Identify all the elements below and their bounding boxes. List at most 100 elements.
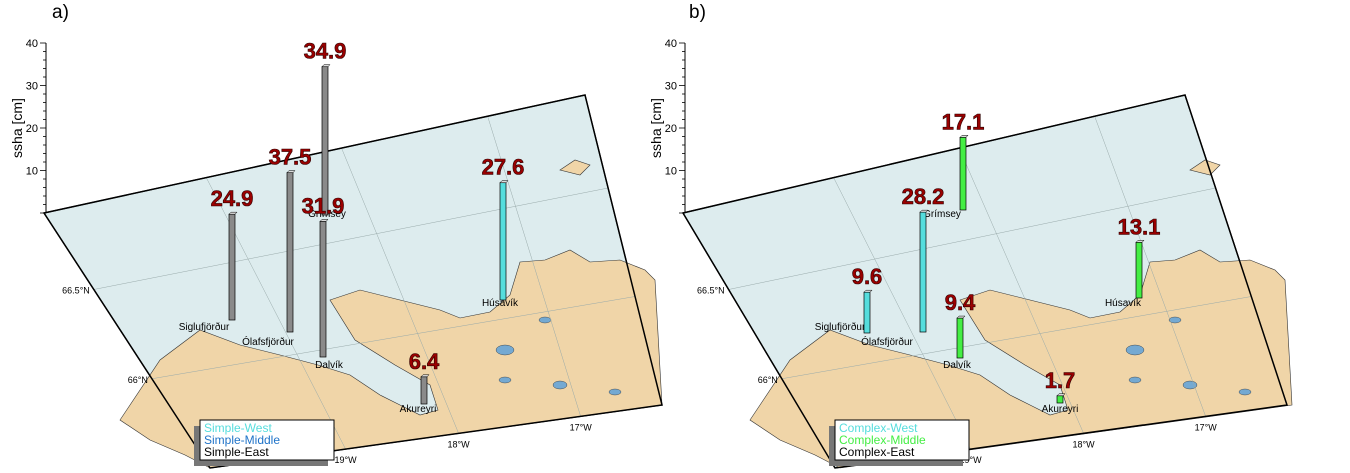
lake-4	[498, 376, 512, 384]
bar	[959, 136, 967, 211]
place-label: Húsavík	[1105, 298, 1142, 309]
bar	[956, 317, 964, 359]
data-label: 34.9	[304, 39, 347, 64]
y-tick-label: 40	[665, 38, 677, 50]
legend-entry: Simple-East	[204, 445, 269, 459]
chart-b: 10 20 30 40 ssha [cm] 66.5°N 66°N 19°W 18°W 17°W S…	[648, 38, 1293, 469]
place-label: Akureyri	[400, 404, 437, 415]
y-tick-label: 20	[26, 123, 38, 135]
bar	[499, 182, 507, 301]
panel-a: a) 10 20 30 40 ssha [cm] 66.5°N 66°N 19°W 18°W 17…	[9, 2, 663, 469]
legend-entry: Complex-West	[839, 421, 918, 435]
bar-top	[319, 219, 329, 222]
data-label: 13.1	[1118, 214, 1161, 239]
bar-top	[956, 315, 966, 319]
lake-2	[1168, 316, 1182, 324]
legend-box	[834, 419, 970, 461]
place-label: Siglufjörður	[815, 321, 866, 333]
land-0	[119, 249, 663, 469]
lon-label: 17°W	[1195, 422, 1218, 432]
lake-3	[608, 388, 622, 396]
lat-line-1	[151, 296, 636, 379]
data-label: 17.1	[942, 109, 985, 134]
lon-line-0	[833, 177, 971, 450]
y-tick-label: 30	[26, 81, 38, 93]
bar	[919, 211, 927, 333]
land-0	[749, 249, 1293, 469]
place-label: Akureyri	[1042, 404, 1079, 415]
bar-top	[919, 209, 929, 213]
bar-top	[499, 180, 509, 183]
land-1	[559, 159, 591, 176]
lat-line-1	[781, 296, 1252, 379]
bar	[1056, 395, 1064, 404]
y-tick-label: 30	[665, 81, 677, 93]
data-label: 6.4	[409, 349, 440, 374]
data-label: 9.4	[945, 290, 976, 315]
bar	[420, 376, 428, 405]
place-label: Húsavík	[482, 298, 519, 309]
lat-label: 66.5°N	[697, 286, 725, 296]
land-1	[1189, 159, 1221, 176]
lat-label: 66°N	[128, 375, 148, 385]
map-frame	[681, 94, 1288, 469]
lake-2	[538, 316, 552, 324]
y-tick-label: 10	[26, 166, 38, 178]
data-label: 28.2	[902, 184, 945, 209]
y-axis-label: ssha [cm]	[648, 98, 664, 158]
lon-line-2	[487, 116, 581, 417]
lon-line-1	[958, 148, 1084, 434]
place-label: Ólafsfjörður	[242, 335, 294, 348]
lon-label: 18°W	[448, 439, 471, 449]
bar	[319, 221, 327, 358]
map-frame	[42, 94, 663, 469]
lake-4	[1128, 376, 1142, 384]
legend-entry: Complex-East	[839, 445, 915, 459]
legend-box	[199, 419, 335, 461]
data-label: 24.9	[211, 186, 254, 211]
panel-letter-b: b)	[689, 2, 706, 23]
lake-0	[495, 344, 515, 356]
lat-label: 66.5°N	[62, 286, 90, 296]
bar-top	[959, 135, 969, 138]
bar-top	[321, 64, 331, 67]
y-tick-label: 20	[665, 123, 677, 135]
data-label: 27.6	[482, 155, 525, 180]
legend-entry: Simple-West	[204, 421, 272, 435]
lat-line-0	[728, 187, 1216, 290]
bar-top	[863, 289, 873, 293]
lon-line-1	[341, 148, 459, 434]
place-label: Grímsey	[923, 209, 961, 220]
lat-label: 66°N	[758, 375, 778, 385]
bar-top	[286, 170, 296, 173]
place-label: Dalvík	[315, 360, 344, 371]
data-label: 1.7	[1045, 368, 1076, 393]
lon-label: 19°W	[335, 455, 358, 465]
lon-line-2	[1094, 116, 1206, 417]
bar	[228, 213, 236, 321]
bar-top	[420, 374, 430, 378]
bar-top	[1056, 393, 1066, 397]
data-label: 37.5	[269, 145, 312, 170]
bar	[1135, 241, 1143, 299]
lat-line-0	[93, 187, 609, 290]
lake-1	[552, 380, 568, 390]
legend-entry: Complex-Middle	[839, 433, 926, 447]
place-label: Siglufjörður	[179, 321, 230, 333]
bar-top	[228, 211, 238, 215]
lake-3	[1238, 388, 1252, 396]
lon-label: 17°W	[570, 422, 593, 432]
y-tick-label: 10	[665, 166, 677, 178]
y-tick-label: 40	[26, 38, 38, 50]
panel-b: b) 10 20 30 40 ssha [cm] 66.5°N 66°N 19°W 18°W 17…	[648, 0, 1350, 473]
bar	[286, 172, 294, 333]
lake-0	[1125, 344, 1145, 356]
data-label: 9.6	[852, 264, 883, 289]
legend-entry: Simple-Middle	[204, 433, 280, 447]
place-label: Dalvík	[943, 360, 972, 371]
panel-letter-a: a)	[52, 2, 69, 23]
data-label: 31.9	[302, 193, 345, 218]
y-axis-label: ssha [cm]	[9, 98, 25, 158]
place-label: Ólafsfjörður	[861, 335, 913, 348]
lon-label: 19°W	[960, 455, 983, 465]
